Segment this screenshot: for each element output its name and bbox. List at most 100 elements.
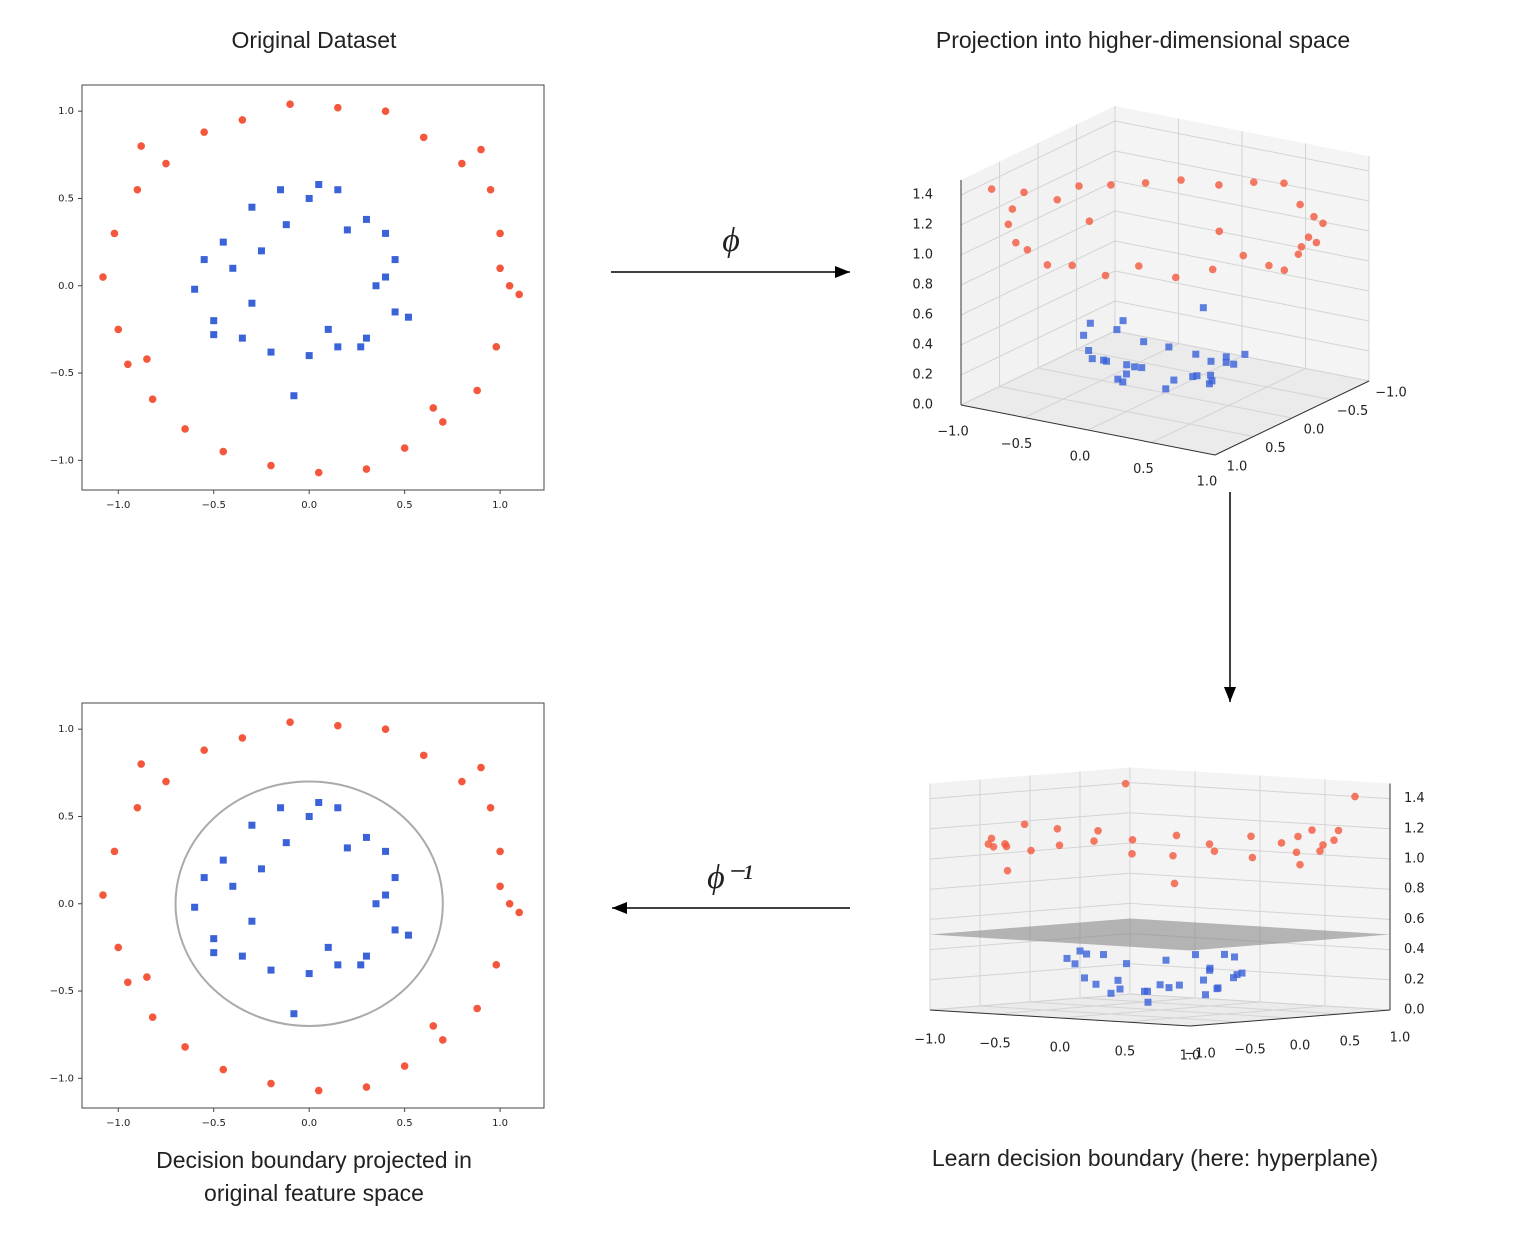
point — [257, 865, 265, 873]
y-tick-label: 1.0 — [58, 106, 74, 117]
x-tick-label: 0.0 — [1070, 450, 1091, 465]
y-tick-label: −0.5 — [1234, 1043, 1266, 1058]
point — [148, 395, 157, 404]
point — [305, 352, 313, 360]
y-tick-label: −0.5 — [1337, 404, 1369, 419]
point — [137, 760, 145, 768]
point — [1085, 217, 1094, 226]
grid-line — [1129, 872, 1391, 890]
point — [1221, 950, 1228, 958]
point — [1319, 841, 1327, 849]
point — [1294, 250, 1303, 259]
point — [419, 133, 428, 142]
point — [400, 1062, 409, 1070]
point — [1141, 179, 1150, 187]
point — [1215, 227, 1224, 236]
point — [1170, 879, 1179, 888]
point — [191, 903, 199, 911]
phi-inverse-label: ϕ⁻¹ — [707, 859, 753, 896]
point — [181, 1043, 189, 1051]
point — [1023, 246, 1032, 254]
point — [1113, 326, 1121, 334]
point — [219, 856, 227, 864]
point — [1003, 866, 1012, 875]
point — [133, 803, 142, 812]
z-tick-label: 1.2 — [912, 218, 933, 233]
point — [382, 229, 390, 237]
point — [1080, 331, 1088, 339]
point — [143, 973, 151, 981]
point — [200, 128, 208, 136]
point — [496, 264, 504, 273]
point — [1165, 343, 1173, 351]
point — [362, 1083, 371, 1091]
point — [987, 834, 996, 843]
z-tick-label: 0.0 — [912, 398, 933, 413]
point — [114, 943, 123, 952]
grid-line — [960, 150, 1116, 226]
point — [99, 273, 107, 281]
point — [248, 299, 256, 307]
point — [1165, 984, 1173, 992]
z-tick-label: 1.0 — [1404, 852, 1425, 867]
point — [1202, 991, 1209, 999]
point — [248, 203, 256, 211]
point — [148, 1013, 157, 1022]
grid-line — [1114, 240, 1370, 292]
point — [248, 821, 256, 829]
point — [257, 247, 265, 255]
point — [334, 961, 342, 969]
point — [314, 468, 323, 477]
point — [1192, 350, 1200, 358]
point — [496, 229, 504, 238]
point — [1012, 238, 1020, 247]
point — [219, 1065, 228, 1074]
z-tick-label: 1.0 — [912, 248, 933, 263]
point — [282, 221, 290, 229]
point — [1206, 966, 1214, 974]
grid-line — [1114, 300, 1370, 352]
point — [267, 348, 275, 356]
point — [282, 839, 290, 847]
point — [1090, 837, 1098, 845]
point — [473, 1004, 481, 1013]
point — [1075, 182, 1083, 190]
point — [1123, 361, 1131, 369]
y-tick-label: −1.0 — [1184, 1047, 1216, 1062]
point — [181, 425, 189, 433]
x-tick-label: 0.0 — [1050, 1041, 1071, 1056]
grid-line — [1037, 367, 1293, 419]
point — [1170, 376, 1178, 384]
chart-title: Learn decision boundary (here: hyperplan… — [932, 1145, 1378, 1171]
z-tick-label: 1.4 — [1404, 791, 1425, 806]
point — [391, 308, 399, 316]
x-axis-line — [929, 1009, 1191, 1027]
point — [439, 418, 447, 426]
point — [1241, 350, 1249, 358]
point — [1334, 826, 1343, 835]
point — [419, 751, 428, 760]
point — [1020, 820, 1029, 829]
point — [496, 847, 504, 856]
point — [1140, 338, 1148, 346]
point — [382, 891, 390, 899]
point — [362, 952, 370, 960]
grid-line — [929, 963, 1131, 981]
x-tick-label: 0.0 — [301, 500, 317, 511]
point — [515, 290, 523, 299]
point — [381, 107, 390, 115]
point — [1135, 262, 1143, 270]
point — [1248, 853, 1257, 862]
point — [989, 842, 998, 851]
point — [1238, 969, 1246, 977]
z-tick-label: 0.0 — [1404, 1003, 1425, 1018]
y-tick-label: −0.5 — [50, 986, 74, 997]
point — [1280, 266, 1289, 275]
point — [362, 465, 371, 473]
point — [219, 238, 227, 246]
point — [1169, 851, 1177, 860]
point — [1123, 370, 1130, 378]
point — [286, 100, 294, 109]
point — [1156, 981, 1164, 989]
